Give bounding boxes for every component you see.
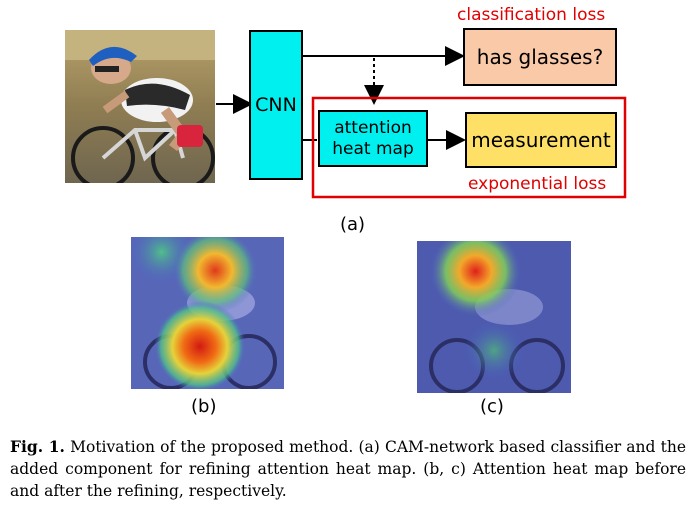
- cnn-label: CNN: [255, 94, 297, 116]
- classifier-label: has glasses?: [476, 45, 604, 69]
- heatmap-before-refining: [131, 237, 284, 389]
- caption-label: Fig. 1.: [10, 437, 65, 456]
- figure-caption: Fig. 1. Motivation of the proposed metho…: [10, 436, 686, 502]
- new-component-red-frame: [311, 96, 627, 199]
- classifier-box: has glasses?: [463, 28, 617, 86]
- cnn-box: CNN: [249, 30, 303, 180]
- panel-b-label: (b): [191, 396, 217, 417]
- measurement-box: measurement: [465, 112, 617, 168]
- diagram-connectors: [216, 46, 627, 199]
- panel-c-label: (c): [480, 396, 504, 417]
- heatmap-after-refining: [417, 241, 571, 393]
- attention-label-line1: attention: [334, 117, 412, 138]
- classification-loss-label: classification loss: [457, 5, 606, 25]
- attention-heat-map-box: attention heat map: [318, 110, 428, 167]
- input-cyclist-photo: [65, 30, 215, 183]
- caption-text: Motivation of the proposed method. (a) C…: [10, 438, 686, 500]
- measurement-label: measurement: [471, 128, 611, 152]
- attention-label-line2: heat map: [332, 138, 414, 159]
- exponential-loss-label: exponential loss: [468, 174, 607, 194]
- panel-a-label: (a): [340, 214, 366, 235]
